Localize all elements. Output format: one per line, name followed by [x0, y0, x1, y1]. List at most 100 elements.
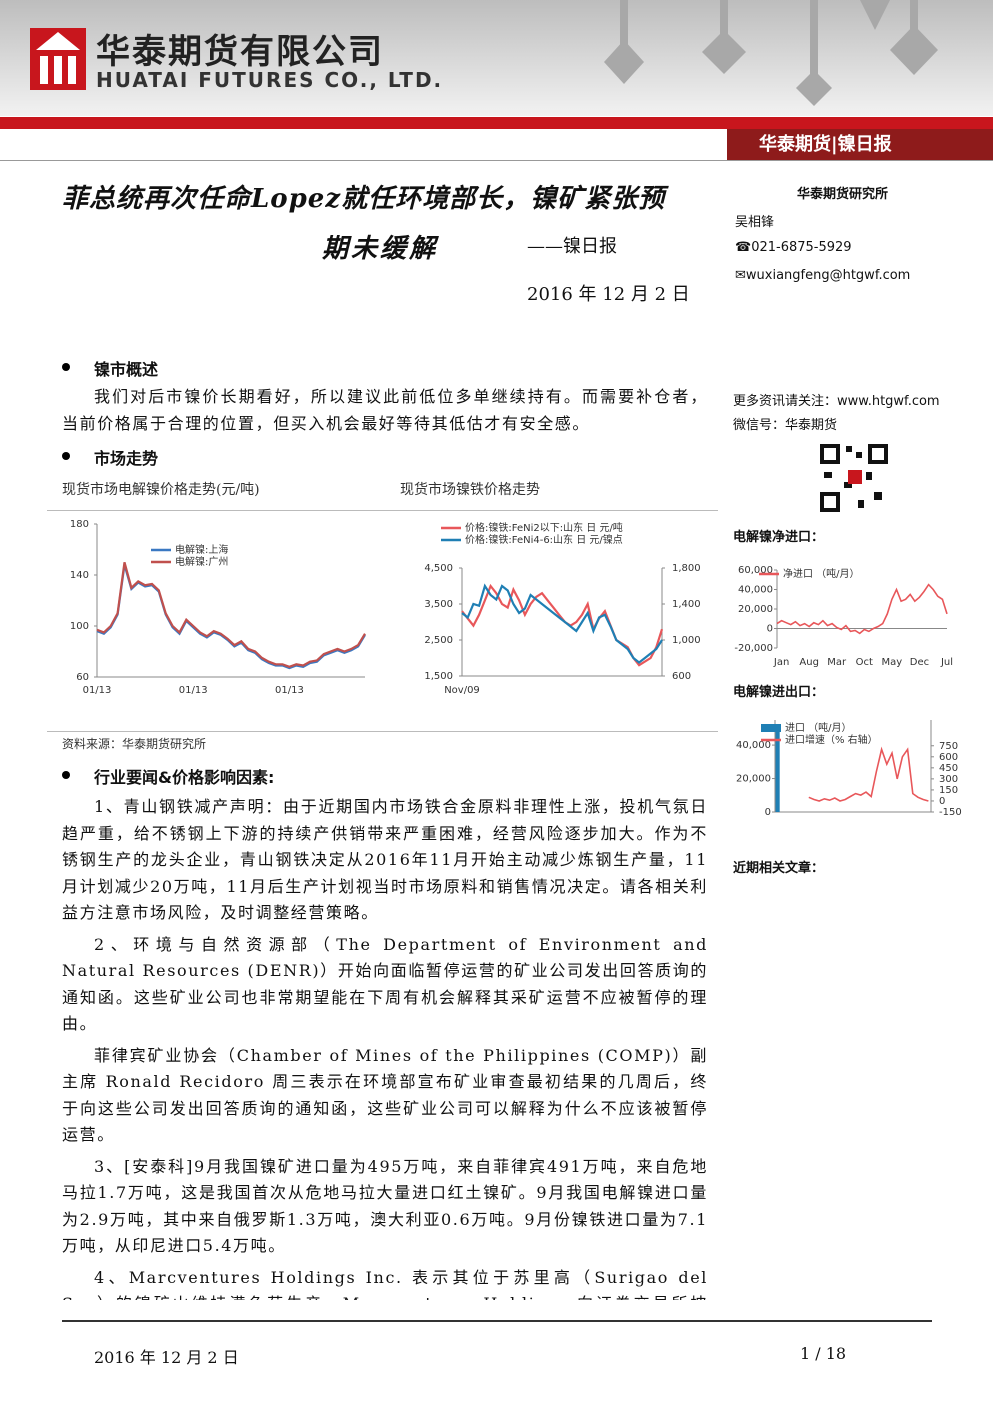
tick-label: 750 — [939, 741, 958, 752]
title-line1: 菲总统再次任命Lopez就任环境部长，镍矿紧张预 — [62, 184, 666, 214]
report-date: 2016 年 12 月 2 日 — [527, 284, 690, 305]
tick-label: 40,000 — [736, 740, 771, 751]
tick-label: 40,000 — [738, 585, 773, 596]
tick-label: 1,500 — [424, 671, 453, 682]
series-line — [461, 583, 664, 667]
series-line — [461, 583, 663, 664]
chart: -20,000 0 20,000 40,000 60,000 Jan Aug Mar Oct Ma… — [734, 565, 953, 668]
logo — [30, 28, 86, 90]
legend-label: 电解镍:上海 — [175, 543, 228, 556]
chart-title: 现货市场镍铁价格走势 — [400, 482, 540, 498]
series-line — [808, 746, 929, 802]
x-tick-label: Jul — [940, 657, 953, 668]
x-tick-label: 01/13 — [275, 685, 304, 696]
deco — [604, 0, 938, 106]
qr-code — [818, 442, 890, 514]
source: 资料来源：华泰期货研究所 — [62, 737, 207, 751]
tick-label: 2,500 — [424, 635, 453, 646]
author: 吴相锋 — [735, 215, 775, 230]
x-tick-label: Dec — [910, 657, 929, 668]
red-band — [0, 117, 993, 129]
page-number: 1 / 18 — [800, 1344, 847, 1363]
tick-label: 1,000 — [672, 635, 701, 646]
tick-label: 0 — [939, 796, 945, 807]
tick-label: 300 — [939, 774, 958, 785]
chart-title: 电解镍净进口： — [733, 530, 825, 545]
paragraph: 菲律宾矿业协会（Chamber of Mines of the Philippi… — [62, 1045, 708, 1145]
legend-label: 进口增速（% 右轴） — [785, 733, 878, 746]
tick-label: -150 — [939, 807, 962, 818]
legend-label: 净进口 （吨/月） — [783, 567, 860, 580]
section-heading: 镍市概述 — [94, 360, 159, 379]
company-en: HUATAI FUTURES CO., LTD. — [96, 68, 444, 92]
paragraph: 2、环境与自然资源部（The Department of Environment… — [62, 934, 708, 1034]
legend-label: 电解镍:广州 — [175, 555, 228, 568]
tick-label: 450 — [939, 763, 958, 774]
tick-label: 150 — [939, 785, 958, 796]
email: ✉wuxiangfeng@htgwf.com — [735, 268, 911, 283]
tick-label: 20,000 — [738, 604, 773, 615]
tick-label: 600 — [939, 752, 958, 763]
section-body: 我们对后市镍价长期看好，所以建议此前低位多单继续持有。而需要补仓者，当前价格属于… — [62, 384, 708, 442]
bullet — [62, 771, 70, 779]
legend-label: 价格:镍铁:FeNi2以下:山东 日 元/吨 — [465, 521, 623, 534]
x-tick-label: Jan — [773, 657, 789, 668]
tick-label: 600 — [672, 671, 691, 682]
bullet — [62, 452, 70, 460]
section-body: 1、青山钢铁减产声明：由于近期国内市场铁合金原料非理性上涨，投机气氛日趋严重，给… — [62, 794, 708, 1300]
chart: 1,500 2,500 3,500 4,500 600 1,000 1,400 1,800 No… — [424, 521, 701, 696]
chart-title: 电解镍进出口： — [733, 685, 825, 700]
tick-label: 60 — [76, 672, 89, 683]
title-line2: 期未缓解 — [322, 234, 439, 264]
tick-label: -20,000 — [734, 643, 773, 654]
bullet — [62, 363, 70, 371]
paragraph: 1、青山钢铁减产声明：由于近期国内市场铁合金原料非理性上涨，投机气氛日趋严重，给… — [62, 797, 708, 922]
x-tick-label: 01/13 — [83, 685, 112, 696]
paragraph: 我们对后市镍价长期看好，所以建议此前低位多单继续持有。而需要补仓者，当前价格属于… — [62, 387, 708, 433]
footer-date: 2016 年 12 月 2 日 — [94, 1348, 239, 1367]
section-heading: 市场走势 — [94, 449, 159, 468]
tick-label: 140 — [70, 570, 89, 581]
company-cn: 华泰期货有限公司 — [96, 32, 384, 72]
chart-title: 现货市场电解镍价格走势(元/吨) — [62, 482, 260, 498]
header-deco — [604, 0, 938, 106]
x-tick-label: 01/13 — [179, 685, 208, 696]
recent-articles: 近期相关文章： — [733, 861, 825, 876]
legend-swatch — [761, 724, 781, 732]
tick-label: 0 — [765, 807, 771, 818]
tick-label: 3,500 — [424, 599, 453, 610]
tick-label: 20,000 — [736, 774, 771, 785]
header-bg — [0, 0, 993, 116]
x-tick-label: Aug — [799, 657, 819, 668]
tick-label: 1,800 — [672, 563, 701, 574]
paragraph: 3、[安泰科]9月我国镍矿进口量为495万吨，来自菲律宾491万吨，来自危地马拉… — [62, 1156, 708, 1256]
tick-label: 1,400 — [672, 599, 701, 610]
banner: 华泰期货|镍日报 — [727, 129, 993, 160]
x-tick-label: Oct — [856, 657, 873, 668]
institute: 华泰期货研究所 — [797, 187, 889, 202]
tick-label: 180 — [70, 519, 89, 530]
rule — [0, 160, 993, 161]
tick-label: 4,500 — [424, 563, 453, 574]
tick-label: 60,000 — [738, 565, 773, 576]
x-tick-label: Nov/09 — [444, 685, 480, 696]
section-heading: 行业要闻&价格影响因素: — [94, 768, 275, 787]
x-tick-label: May — [882, 657, 903, 668]
bar — [775, 725, 780, 812]
series-line — [776, 583, 948, 635]
more-info: 更多资讯请关注：www.htgwf.com — [733, 394, 940, 409]
tick-label: 0 — [767, 624, 773, 635]
phone: ☎021-6875-5929 — [735, 240, 852, 255]
tick-label: 100 — [70, 621, 89, 632]
chart-frame — [47, 510, 718, 732]
series-line — [96, 562, 366, 668]
x-tick-label: Mar — [827, 657, 847, 668]
paragraph: 4、Marcventures Holdings Inc. 表示其位于苏里高（Su… — [62, 1267, 708, 1301]
legend-label: 进口 （吨/月） — [785, 721, 852, 734]
wechat: 微信号：华泰期货 — [733, 418, 838, 433]
legend-label: 价格:镍铁:FeNi4-6:山东 日 元/镍点 — [465, 533, 623, 546]
title-suffix: ——镍日报 — [527, 236, 617, 257]
